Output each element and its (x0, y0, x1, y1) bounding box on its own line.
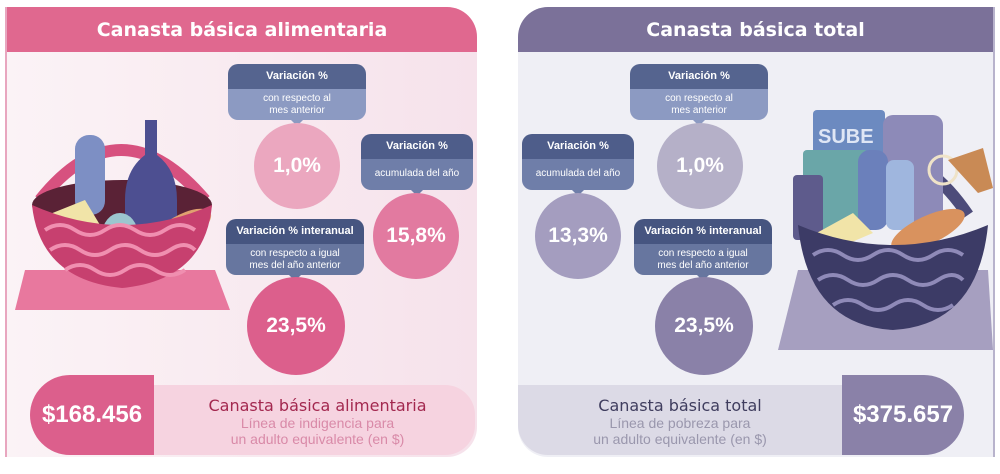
label-title: Variación % (228, 64, 366, 89)
footer-title: Canasta básica alimentaria (208, 396, 427, 415)
label-subtitle: con respecto al (665, 93, 733, 104)
footer-band: Canasta básica alimentaria Línea de indi… (120, 385, 475, 455)
water-bottle-icon (75, 135, 105, 215)
label-title: Variación % interanual (634, 219, 772, 244)
monthly-variation-label: Variación % con respecto al mes anterior (630, 64, 768, 126)
label-subtitle: mes anterior (671, 105, 727, 116)
footer-subtitle: Línea de indigencia para (240, 415, 395, 431)
label-subtitle: acumulada del año (522, 159, 634, 190)
card-logo: SUBE (818, 126, 874, 148)
label-subtitle: con respecto al (263, 93, 331, 104)
monthly-variation-value: 1,0% (657, 123, 743, 209)
keys-icon (927, 154, 959, 186)
label-subtitle: mes del año anterior (657, 260, 749, 271)
label-subtitle: con respecto a igual (658, 248, 748, 259)
label-subtitle: mes anterior (269, 105, 325, 116)
monthly-variation-label: Variación % con respecto al mes anterior (228, 64, 366, 126)
water-bottle-icon (858, 150, 888, 230)
total-basket-illustration: SUBE (778, 110, 993, 350)
accumulated-variation-value: 15,8% (373, 193, 459, 279)
label-subtitle: acumulada del año (361, 159, 473, 190)
accumulated-variation-label: Variación % acumulada del año (361, 134, 473, 196)
phone-icon (793, 175, 823, 240)
label-title: Variación % (522, 134, 634, 159)
panel-title: Canasta básica total (518, 7, 993, 52)
label-title: Variación % (630, 64, 768, 89)
food-basket-illustration (15, 120, 230, 310)
monthly-variation-value: 1,0% (254, 123, 340, 209)
yearly-variation-value: 23,5% (247, 277, 345, 375)
amount-value: $375.657 (842, 375, 964, 455)
accumulated-variation-value: 13,3% (535, 193, 621, 279)
footer-subtitle: un adulto equivalente (en $) (230, 431, 405, 447)
label-title: Variación % (361, 134, 473, 159)
panel-title: Canasta básica alimentaria (7, 7, 477, 52)
medicine-icon (886, 160, 914, 230)
wine-bottle-icon (125, 120, 177, 230)
label-title: Variación % interanual (226, 219, 364, 244)
label-subtitle: mes del año anterior (249, 260, 341, 271)
accumulated-variation-label: Variación % acumulada del año (522, 134, 634, 196)
label-subtitle: con respecto a igual (250, 248, 340, 259)
footer-title: Canasta básica total (598, 396, 762, 415)
yearly-variation-value: 23,5% (655, 277, 753, 375)
footer-subtitle: Línea de pobreza para (609, 415, 751, 431)
yearly-variation-label: Variación % interanual con respecto a ig… (634, 219, 772, 281)
footer-band: Canasta básica total Línea de pobreza pa… (518, 385, 878, 455)
yearly-variation-label: Variación % interanual con respecto a ig… (226, 219, 364, 281)
bread-icon (891, 208, 965, 252)
amount-value: $168.456 (30, 375, 154, 455)
footer-subtitle: un adulto equivalente (en $) (593, 431, 767, 447)
